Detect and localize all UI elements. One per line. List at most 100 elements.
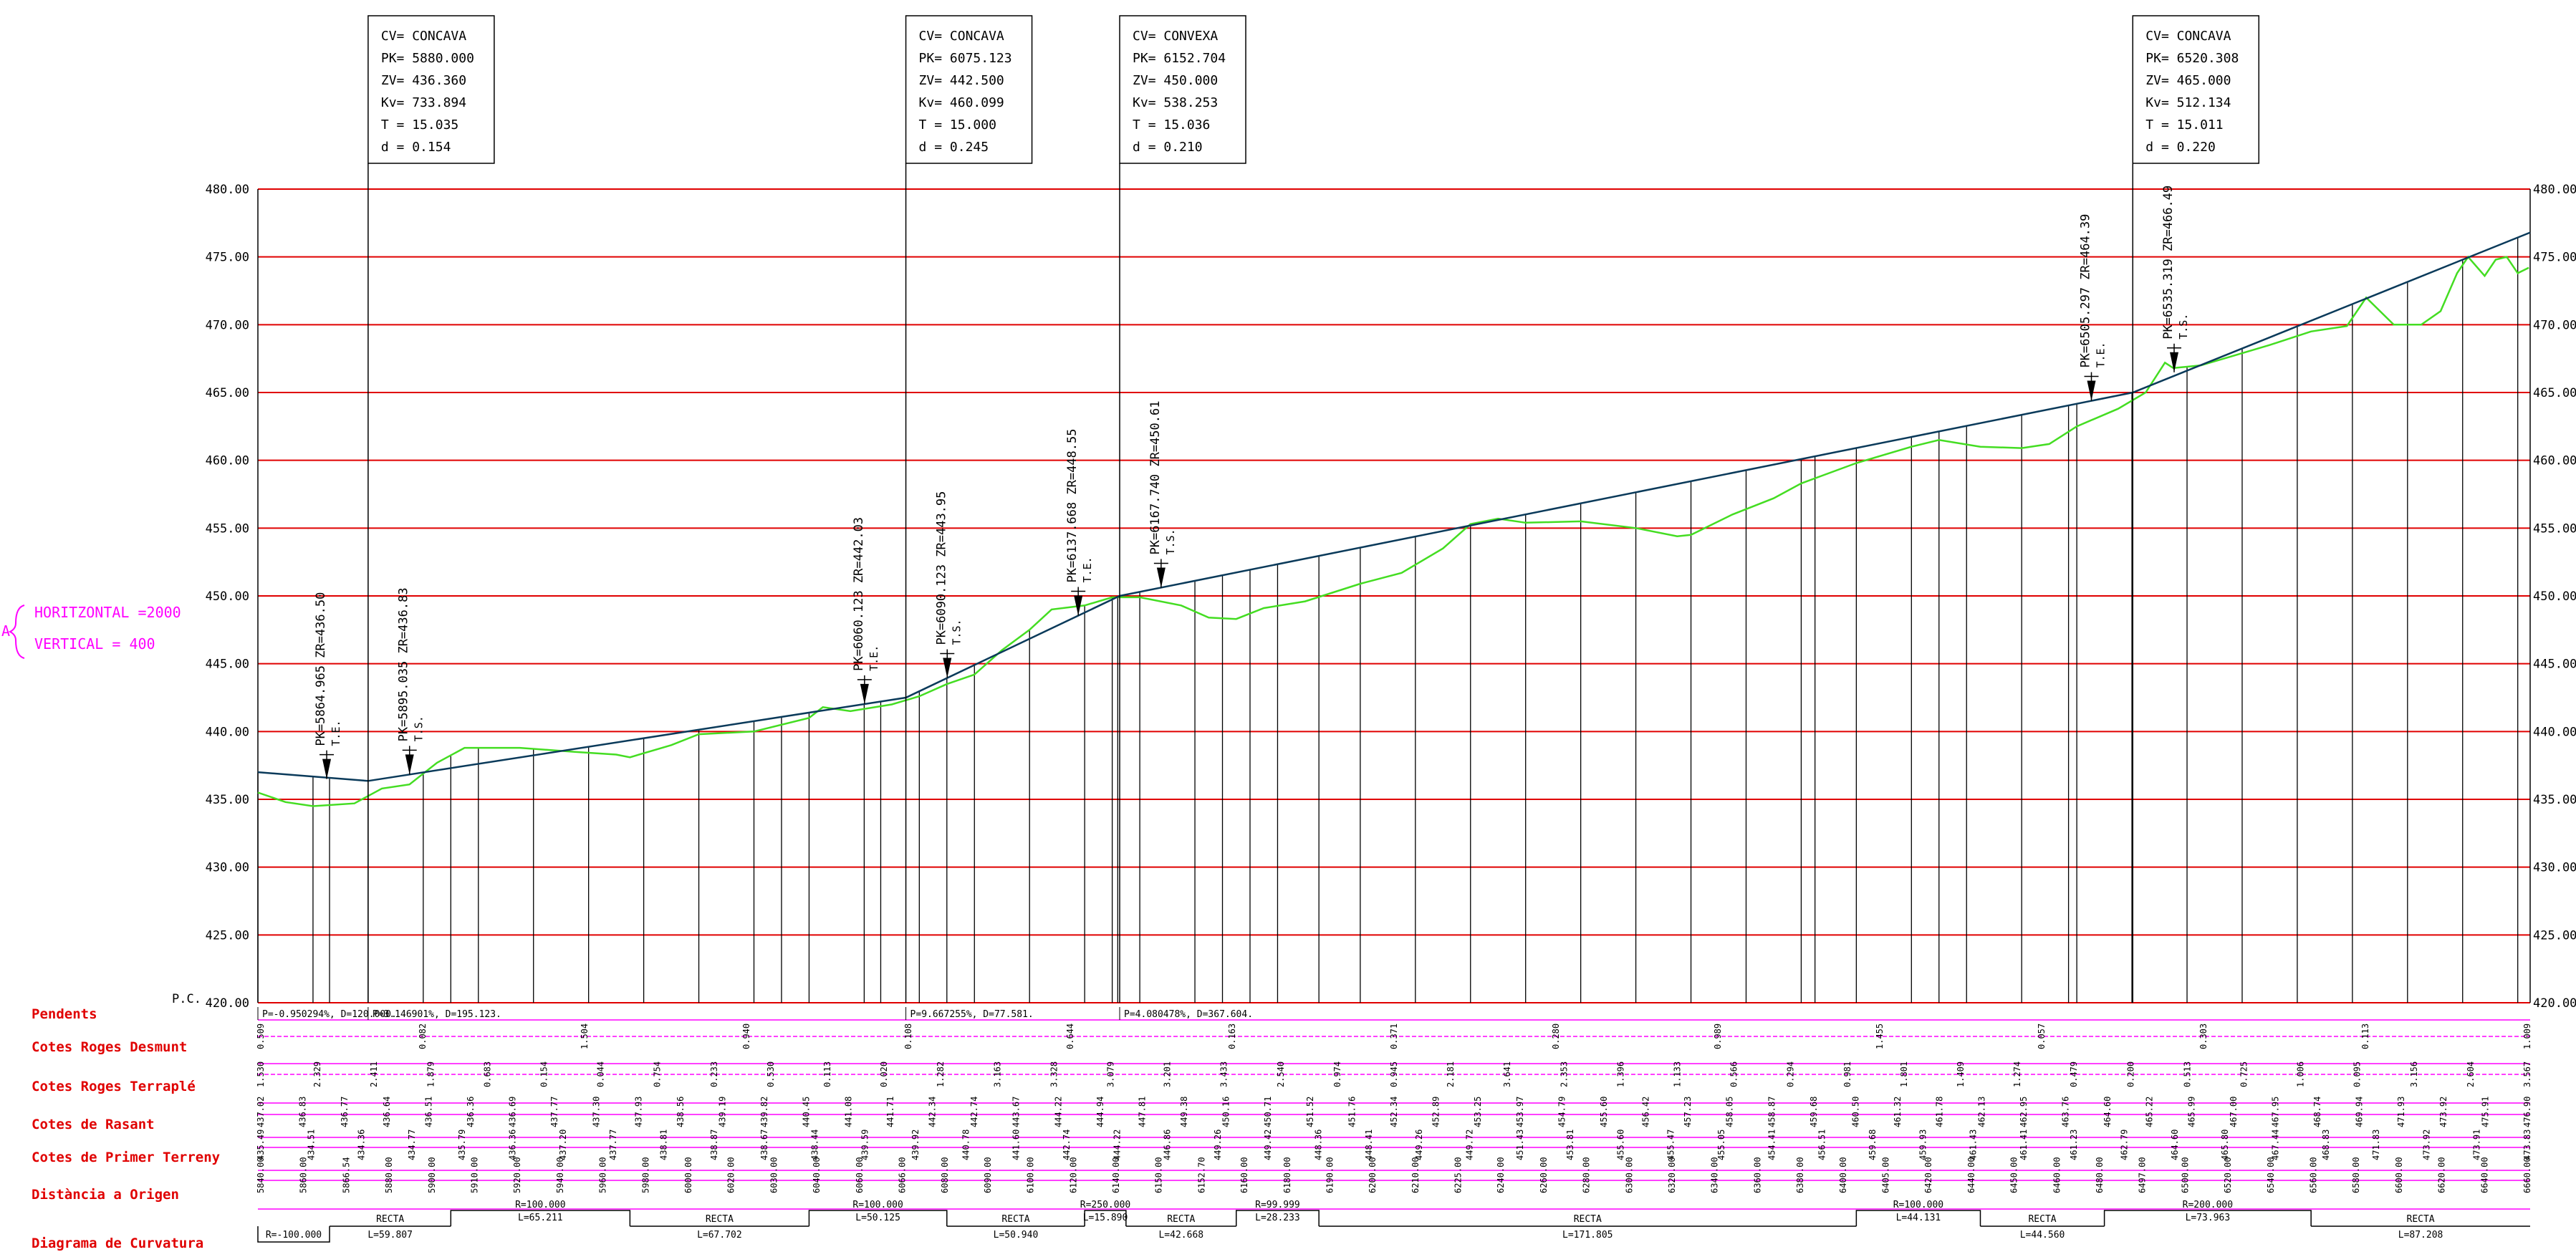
curvature-length: L=87.208 (2398, 1230, 2443, 1241)
curvature-length: L=59.807 (367, 1230, 413, 1241)
band-label: Cotes Roges Desmunt (32, 1039, 187, 1055)
terraple-value: 0.200 (2125, 1061, 2135, 1087)
tangent-marker: PK=6137.668 ZR=448.55 T.E. (1065, 429, 1094, 616)
terreny-value: 455.47 (1666, 1130, 1676, 1160)
rasant-value: 443.67 (1011, 1097, 1022, 1127)
desmunt-value: 0.113 (2360, 1024, 2370, 1049)
terreny-value: 434.51 (306, 1130, 316, 1160)
distancia-value: 6500.00 (2180, 1157, 2190, 1193)
desmunt-value: 0.989 (1713, 1024, 1723, 1049)
terreny-value: 473.92 (2421, 1130, 2431, 1160)
rasant-value: 464.60 (2102, 1097, 2113, 1127)
terraple-value: 0.113 (822, 1061, 832, 1087)
rasant-value: 458.87 (1767, 1097, 1777, 1127)
terreny-value: 439.59 (860, 1130, 870, 1160)
terreny-value: 438.67 (759, 1130, 769, 1160)
distancia-value: 5880.00 (384, 1157, 394, 1193)
terraple-value: 2.353 (1559, 1061, 1569, 1087)
curve-box-line: Kv= 733.894 (381, 95, 466, 110)
rasant-value: 453.25 (1473, 1097, 1483, 1127)
rasant-value: 459.68 (1809, 1097, 1819, 1127)
terraple-value: 0.513 (2182, 1061, 2192, 1087)
curve-box-line: ZV= 442.500 (919, 73, 1004, 88)
curvature-radius: R=100.000 (852, 1200, 903, 1210)
distancia-value: 6240.00 (1496, 1157, 1506, 1193)
y-tick-label-right: 440.00 (2533, 725, 2576, 739)
tangent-label: PK=6060.123 ZR=442.03 (852, 517, 866, 671)
terrain-profile (257, 255, 2529, 807)
tangent-type: T.E. (1081, 557, 1094, 582)
tangent-marker: PK=5895.035 ZR=436.83 T.S. (397, 587, 426, 775)
curve-box-line: CV= CONCAVA (919, 29, 1004, 44)
y-tick-label-left: 480.00 (206, 183, 249, 197)
scale-brace (8, 605, 25, 659)
terreny-value: 438.87 (709, 1130, 719, 1160)
y-tick-label-left: 450.00 (206, 589, 249, 604)
distancia-value: 6450.00 (2009, 1157, 2019, 1193)
desmunt-value: 0.303 (2198, 1024, 2209, 1049)
tangent-type: T.S. (2177, 314, 2190, 340)
rasant-value: 437.30 (592, 1097, 602, 1127)
terreny-value: 459.93 (1918, 1130, 1928, 1160)
terreny-value: 442.74 (1062, 1130, 1072, 1160)
curve-box-line: PK= 6520.308 (2145, 51, 2239, 66)
distancia-value: 6000.00 (683, 1157, 693, 1193)
tangent-label: PK=6505.297 ZR=464.39 (2079, 214, 2093, 368)
tangent-type: T.S. (950, 619, 963, 645)
terreny-value: 448.36 (1314, 1130, 1324, 1160)
curve-box-line: PK= 6152.704 (1133, 51, 1226, 66)
band-label: Cotes de Rasant (32, 1117, 155, 1132)
tangent-arrow (405, 754, 414, 775)
curvature-type: RECTA (376, 1214, 404, 1225)
rasant-value: 471.93 (2396, 1097, 2406, 1127)
terraple-value: 1.274 (2012, 1061, 2022, 1087)
terraple-value: 3.567 (2522, 1061, 2532, 1087)
terreny-value: 441.60 (1011, 1130, 1022, 1160)
slope-label: P=3.146901%, D=195.123. (373, 1009, 501, 1020)
curve-box-line: CV= CONCAVA (381, 29, 466, 44)
y-tick-label-left: 440.00 (206, 725, 249, 739)
curvature-type: RECTA (2028, 1214, 2056, 1225)
rasant-value: 437.77 (549, 1097, 559, 1127)
curvature-radius: R=99.999 (1255, 1200, 1300, 1210)
desmunt-value: 0.644 (1065, 1024, 1075, 1049)
terreny-value: 440.78 (961, 1130, 971, 1160)
terreny-value: 435.49 (256, 1130, 266, 1160)
rasant-value: 458.05 (1725, 1097, 1735, 1127)
rasant-value: 436.69 (508, 1097, 518, 1127)
curvature-segment: RECTA L=50.940 (946, 1214, 1085, 1241)
tangent-label: PK=6137.668 ZR=448.55 (1065, 429, 1080, 583)
distancia-value: 6460.00 (2052, 1157, 2062, 1193)
rasant-value: 465.99 (2186, 1097, 2196, 1127)
curvature-length: L=50.125 (855, 1213, 900, 1223)
curvature-type: RECTA (1574, 1214, 1602, 1225)
rasant-value: 452.89 (1431, 1097, 1441, 1127)
distancia-value: 6560.00 (2309, 1157, 2319, 1193)
rasant-value: 437.02 (256, 1097, 266, 1127)
curvature-segment: RECTA L=67.702 (630, 1214, 809, 1241)
curvature-segment: RECTA L=42.668 (1125, 1214, 1236, 1241)
y-tick-label-left: 425.00 (206, 928, 249, 943)
rasant-value: 454.79 (1557, 1097, 1567, 1127)
curve-box-line: PK= 5880.000 (381, 51, 474, 66)
terreny-value: 448.41 (1364, 1130, 1374, 1160)
rasant-value: 469.94 (2355, 1097, 2365, 1127)
slope-label: P=4.080478%, D=367.604. (1124, 1009, 1253, 1020)
terraple-value: 0.725 (2239, 1061, 2249, 1087)
curvature-radius: R=100.000 (515, 1200, 565, 1210)
terreny-value: 461.23 (2069, 1130, 2079, 1160)
rasant-value: 437.93 (633, 1097, 643, 1127)
terreny-value: 465.80 (2220, 1130, 2230, 1160)
rasant-value: 441.71 (885, 1097, 895, 1127)
tangent-arrow (322, 759, 332, 779)
rasant-value: 473.92 (2438, 1097, 2448, 1127)
y-tick-label-right: 420.00 (2533, 996, 2576, 1011)
band-label: Diagrama de Curvatura (32, 1236, 203, 1251)
y-tick-label-left: 435.00 (206, 793, 249, 807)
curvature-step (257, 1226, 330, 1243)
terreny-value: 468.83 (2321, 1130, 2331, 1160)
distancia-value: 6080.00 (940, 1157, 950, 1193)
terraple-value: 0.566 (1729, 1061, 1739, 1087)
rasant-value: 462.95 (2019, 1097, 2029, 1127)
distancia-value: 5860.00 (299, 1157, 309, 1193)
